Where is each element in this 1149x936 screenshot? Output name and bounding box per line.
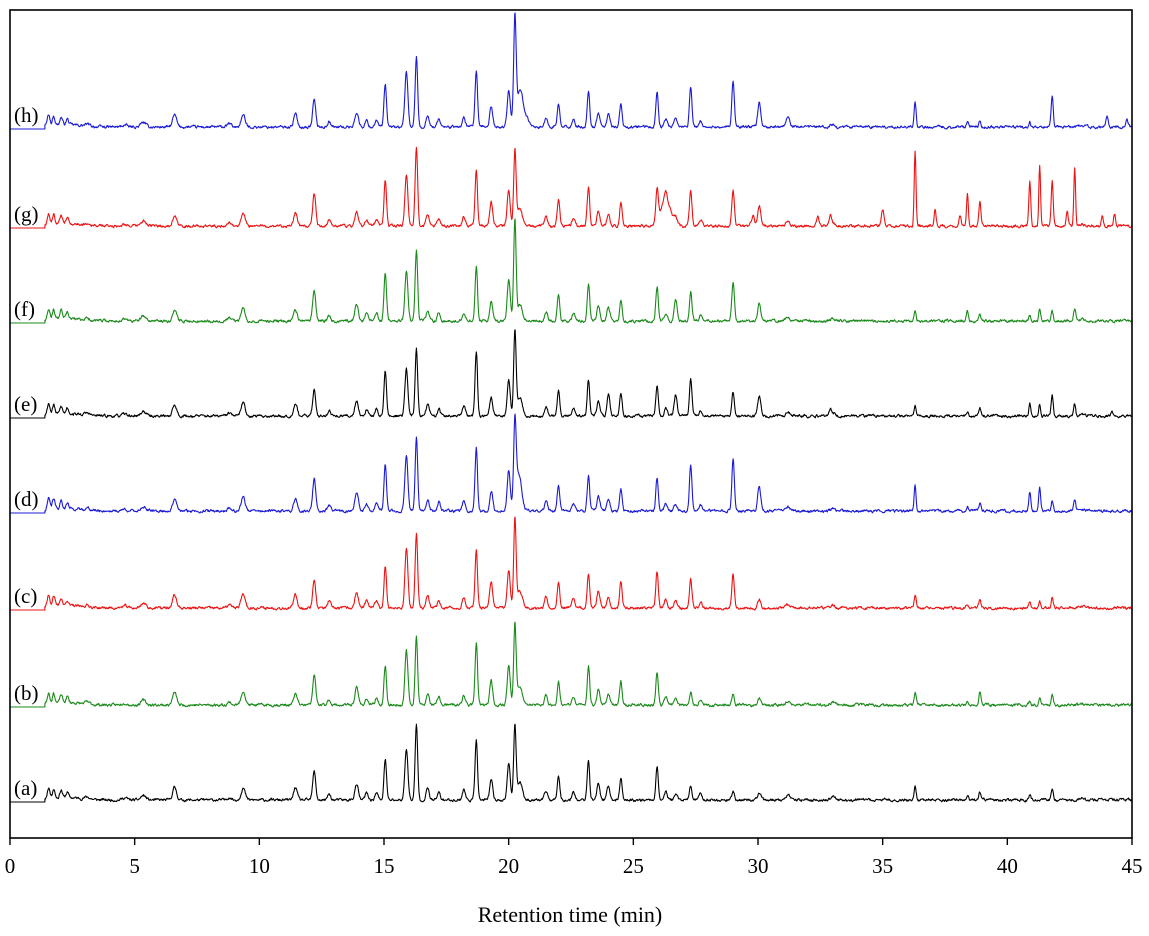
series-label-f: (f) [14, 297, 35, 321]
x-tick-label-5: 5 [129, 854, 140, 878]
series-line-a [10, 723, 1133, 803]
x-axis: 0 5 10 15 20 25 30 35 40 45 [5, 838, 1143, 878]
x-tick-label-15: 15 [374, 854, 395, 878]
x-tick-label-25: 25 [623, 854, 644, 878]
series-label-g: (g) [14, 202, 39, 226]
series-line-b [10, 621, 1133, 708]
series-line-g [10, 146, 1133, 229]
series-label-b: (b) [14, 681, 39, 705]
x-tick-label-45: 45 [1122, 854, 1143, 878]
x-tick-label-20: 20 [498, 854, 519, 878]
series-line-e [10, 329, 1133, 419]
series-line-f [10, 218, 1133, 324]
series-label-e: (e) [14, 392, 37, 416]
x-tick-label-0: 0 [5, 854, 16, 878]
series-label-c: (c) [14, 584, 37, 608]
series-line-c [10, 516, 1133, 611]
x-tick-label-40: 40 [997, 854, 1018, 878]
series-line-h [10, 12, 1133, 130]
series-label-h: (h) [14, 103, 39, 127]
series-line-d [10, 413, 1133, 514]
x-tick-label-30: 30 [748, 854, 769, 878]
x-tick-label-35: 35 [872, 854, 893, 878]
plot-frame [9, 9, 1133, 839]
series-layer: (a) (b) (c) (d) (e) (f) (g) (h) [10, 12, 1133, 803]
x-tick-label-10: 10 [249, 854, 270, 878]
series-label-a: (a) [14, 776, 37, 800]
x-axis-title: Retention time (min) [478, 902, 663, 927]
series-label-d: (d) [14, 487, 39, 511]
